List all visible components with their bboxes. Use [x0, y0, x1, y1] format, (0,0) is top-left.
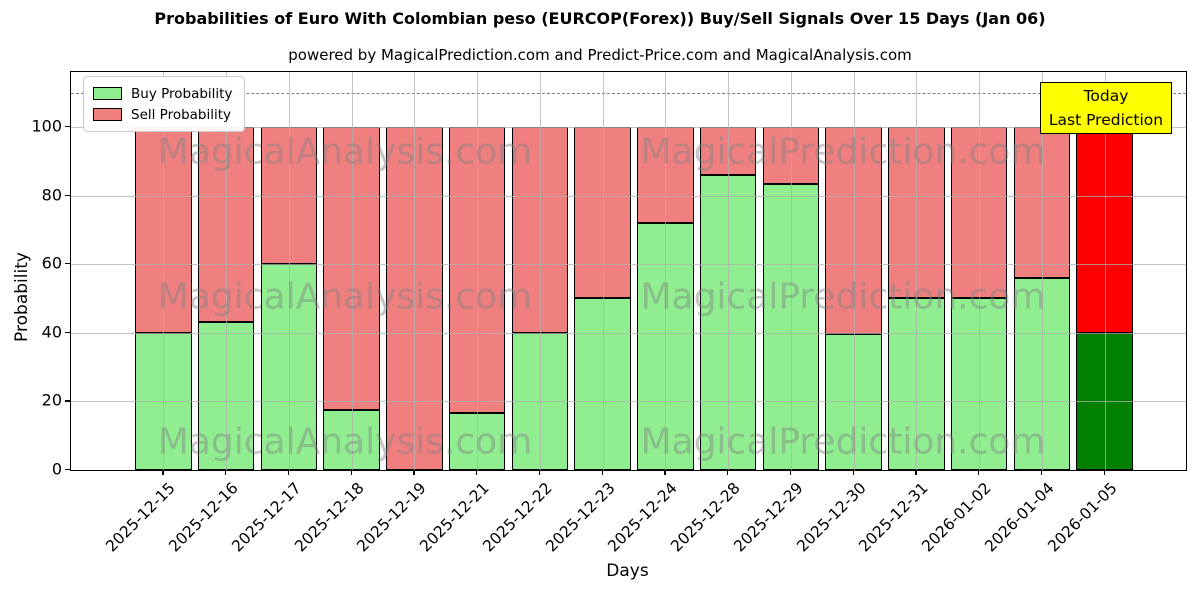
y-tick-label: 100	[31, 116, 62, 136]
y-tick-mark	[65, 469, 70, 471]
watermark-text: MagicalPrediction.com	[640, 131, 1046, 173]
gridline-vertical	[916, 72, 918, 470]
gridline-horizontal	[71, 264, 1186, 266]
plot-area	[70, 71, 1187, 471]
watermark-text: MagicalAnalysis.com	[157, 131, 533, 173]
x-tick-mark	[287, 470, 290, 476]
x-tick-mark	[601, 470, 603, 476]
x-tick-mark	[225, 470, 227, 476]
y-tick-label: 0	[51, 459, 62, 479]
y-tick-mark	[65, 331, 70, 334]
x-tick-mark	[413, 470, 415, 476]
watermark-text: MagicalPrediction.com	[640, 276, 1046, 318]
gridline-horizontal	[71, 195, 1186, 197]
gridline-vertical	[163, 72, 165, 470]
gridline-vertical	[665, 72, 667, 470]
gridline-vertical	[477, 72, 479, 470]
x-tick-mark	[664, 470, 666, 476]
x-tick-mark	[852, 470, 854, 476]
y-tick-label: 80	[41, 185, 62, 205]
gridline-vertical	[790, 72, 792, 470]
y-tick-mark	[65, 125, 70, 128]
x-tick-mark	[1040, 470, 1043, 476]
x-tick-mark	[538, 470, 541, 476]
x-tick-mark	[727, 470, 729, 476]
gridline-vertical	[853, 72, 855, 470]
x-tick-mark	[350, 470, 352, 476]
legend-label-buy: Buy Probability	[131, 85, 233, 102]
x-tick-label: 2025-12-15	[102, 479, 180, 556]
y-tick-mark	[65, 194, 70, 196]
today-annotation-line2: Last Prediction	[1048, 111, 1164, 129]
gridline-vertical	[979, 72, 981, 470]
watermark-text: MagicalPrediction.com	[640, 421, 1046, 463]
y-tick-label: 20	[41, 390, 62, 410]
x-tick-mark	[476, 470, 478, 476]
legend-item-buy: Buy Probability	[93, 83, 232, 104]
y-tick-label: 60	[41, 253, 62, 273]
gridline-vertical	[226, 72, 228, 470]
legend-item-sell: Sell Probability	[93, 104, 232, 125]
gridline-vertical	[602, 72, 604, 470]
chart-legend: Buy Probability Sell Probability	[83, 76, 246, 132]
buy-swatch-icon	[93, 87, 122, 100]
gridline-horizontal	[71, 332, 1186, 334]
gridline-vertical	[1104, 72, 1106, 470]
gridline-vertical	[288, 72, 290, 470]
x-tick-mark	[978, 470, 980, 476]
gridline-vertical	[1041, 72, 1043, 470]
today-annotation: Today Last Prediction	[1040, 82, 1172, 134]
y-tick-mark	[65, 263, 70, 265]
gridline-vertical	[414, 72, 416, 470]
sell-swatch-icon	[93, 108, 122, 121]
gridline-vertical	[728, 72, 730, 470]
today-annotation-line1: Today	[1083, 87, 1129, 105]
y-tick-mark	[65, 400, 70, 402]
x-axis-label: Days	[606, 561, 649, 581]
gridline-horizontal	[71, 401, 1186, 403]
y-tick-label: 40	[41, 322, 62, 342]
watermark-text: MagicalAnalysis.com	[157, 276, 533, 318]
x-tick-mark	[789, 470, 792, 476]
gridline-vertical	[539, 72, 541, 470]
x-tick-mark	[915, 470, 917, 476]
gridline-horizontal	[71, 126, 1186, 128]
x-tick-mark	[162, 470, 164, 476]
legend-label-sell: Sell Probability	[131, 106, 232, 123]
x-tick-mark	[1103, 470, 1105, 476]
gridline-vertical	[351, 72, 353, 470]
chart-title: Probabilities of Euro With Colombian pes…	[154, 9, 1046, 28]
watermark-text: MagicalAnalysis.com	[157, 421, 533, 463]
chart-subtitle: powered by MagicalPrediction.com and Pre…	[288, 46, 912, 64]
dashed-threshold-line	[71, 92, 1186, 94]
